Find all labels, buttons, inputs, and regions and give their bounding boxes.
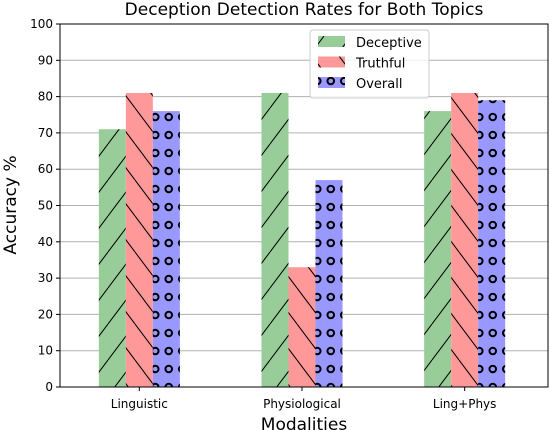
y-axis-label: Accuracy % bbox=[1, 155, 21, 254]
y-tick-label: 50 bbox=[38, 199, 53, 213]
legend-label-overall: Overall bbox=[356, 77, 402, 92]
bar-hatch-truthful bbox=[125, 92, 153, 387]
x-tick-label: Physiological bbox=[263, 397, 341, 411]
y-tick-label: 40 bbox=[38, 235, 53, 249]
x-axis-label: Modalities bbox=[261, 415, 348, 430]
bar-hatch-overall bbox=[315, 180, 343, 387]
y-tick-label: 0 bbox=[45, 380, 53, 394]
legend-label-deceptive: Deceptive bbox=[356, 36, 422, 51]
legend-label-truthful: Truthful bbox=[355, 57, 405, 72]
bar-hatch-deceptive bbox=[424, 111, 452, 388]
y-tick-label: 20 bbox=[38, 307, 53, 321]
legend-swatch-hatch bbox=[318, 56, 345, 68]
y-tick-label: 30 bbox=[38, 271, 53, 285]
y-tick-label: 100 bbox=[30, 17, 53, 31]
legend-swatch-hatch bbox=[318, 77, 345, 88]
bar-hatch-deceptive bbox=[261, 92, 289, 387]
legend-swatch-hatch bbox=[318, 36, 345, 47]
y-tick-label: 60 bbox=[38, 162, 53, 176]
y-tick-label: 10 bbox=[38, 344, 53, 358]
bars bbox=[98, 92, 506, 388]
x-tick-label: Linguistic bbox=[111, 397, 168, 411]
chart-title: Deception Detection Rates for Both Topic… bbox=[125, 0, 484, 20]
y-tick-label: 80 bbox=[38, 90, 53, 104]
y-tick-label: 90 bbox=[38, 53, 53, 67]
bar-hatch-overall bbox=[152, 111, 180, 388]
x-axis-ticks: Linguistic Physiological Ling+Phys bbox=[111, 387, 497, 411]
x-tick-label: Ling+Phys bbox=[433, 397, 497, 411]
legend: Deceptive Truthful Overall bbox=[309, 29, 430, 99]
bar-hatch-truthful bbox=[288, 267, 316, 387]
y-tick-label: 70 bbox=[38, 126, 53, 140]
y-axis-ticks: 0 10 20 30 40 50 60 70 80 90 100 bbox=[30, 17, 60, 394]
bar-hatch-deceptive bbox=[98, 129, 126, 387]
bar-hatch-overall bbox=[478, 100, 506, 387]
bar-hatch-truthful bbox=[451, 92, 479, 387]
